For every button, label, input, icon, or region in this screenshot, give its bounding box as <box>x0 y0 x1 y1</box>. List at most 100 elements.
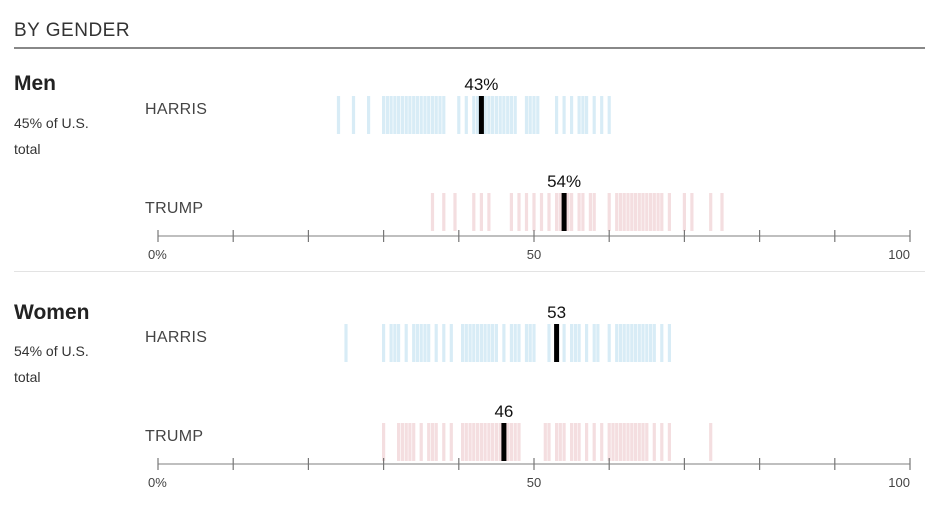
poll-mark-men-harris-16 <box>430 96 435 134</box>
poll-mark-men-trump-21 <box>615 193 619 231</box>
poll-mark-men-harris-33 <box>524 96 529 134</box>
poll-mark-women-harris-3 <box>393 324 397 362</box>
poll-mark-men-harris-3 <box>382 96 386 134</box>
poll-mark-men-harris-11 <box>412 96 416 134</box>
poll-mark-women-harris-48 <box>645 324 649 362</box>
value-label-men-trump: 54% <box>547 172 581 191</box>
poll-mark-women-harris-40 <box>615 324 619 362</box>
poll-mark-women-trump-14 <box>468 423 472 461</box>
poll-mark-men-trump-9 <box>532 193 536 231</box>
tick-label-women-100: 100 <box>888 475 910 490</box>
poll-mark-women-harris-46 <box>637 324 641 362</box>
poll-mark-men-harris-19 <box>442 96 446 134</box>
poll-mark-women-trump-6 <box>419 423 423 461</box>
poll-mark-women-harris-17 <box>472 324 476 362</box>
poll-mark-women-harris-16 <box>468 324 472 362</box>
poll-mark-men-harris-18 <box>438 96 442 134</box>
poll-mark-men-harris-15 <box>427 96 431 134</box>
poll-mark-women-trump-38 <box>607 423 611 461</box>
poll-mark-men-trump-29 <box>645 193 649 231</box>
poll-mark-men-harris-45 <box>607 96 611 134</box>
tick-label-women-50: 50 <box>527 475 541 490</box>
poll-mark-women-harris-51 <box>660 324 664 362</box>
poll-mark-men-harris-10 <box>408 96 412 134</box>
poll-mark-women-trump-10 <box>442 423 446 461</box>
poll-mark-men-trump-28 <box>641 193 645 231</box>
poll-mark-women-harris-35 <box>577 324 581 362</box>
poll-mark-men-trump-7 <box>517 193 521 231</box>
poll-mark-women-trump-7 <box>427 423 431 461</box>
poll-mark-men-harris-37 <box>555 96 559 134</box>
poll-mark-men-trump-12 <box>555 193 559 231</box>
poll-mark-women-trump-4 <box>408 423 412 461</box>
poll-mark-women-harris-26 <box>513 324 517 362</box>
poll-mark-women-harris-38 <box>596 324 600 362</box>
poll-mark-men-trump-37 <box>709 193 713 231</box>
group-subtitle-men: 45% of U.S. total <box>14 115 89 157</box>
poll-mark-women-trump-25 <box>513 423 517 461</box>
poll-mark-women-harris-6 <box>412 324 416 362</box>
poll-mark-women-trump-37 <box>600 423 604 461</box>
poll-mark-women-trump-12 <box>461 423 465 461</box>
average-marker-men-harris <box>478 96 484 134</box>
average-marker-women-harris <box>554 324 560 362</box>
poll-mark-men-harris-9 <box>404 96 408 134</box>
poll-mark-women-harris-52 <box>667 324 671 362</box>
value-label-women-harris: 53 <box>547 303 566 322</box>
poll-mark-women-trump-49 <box>652 423 656 461</box>
poll-mark-men-trump-5 <box>487 193 491 231</box>
poll-mark-women-harris-11 <box>434 324 438 362</box>
poll-mark-women-harris-21 <box>487 324 491 362</box>
poll-mark-women-harris-41 <box>618 324 623 362</box>
poll-mark-women-harris-39 <box>607 324 611 362</box>
poll-mark-women-harris-2 <box>389 324 393 362</box>
poll-mark-men-harris-14 <box>423 96 427 134</box>
candidate-label-men-trump: TRUMP <box>145 200 204 217</box>
poll-mark-men-harris-2 <box>367 96 371 134</box>
poll-mark-men-trump-1 <box>442 193 446 231</box>
poll-mark-men-trump-36 <box>690 193 694 231</box>
poll-mark-women-trump-13 <box>464 423 468 461</box>
poll-mark-women-trump-3 <box>404 423 408 461</box>
candidate-label-women-harris: HARRIS <box>145 329 208 346</box>
poll-mark-men-trump-18 <box>588 193 592 231</box>
poll-mark-women-harris-14 <box>461 324 465 362</box>
poll-mark-women-harris-4 <box>397 324 401 362</box>
poll-mark-men-trump-15 <box>570 193 574 231</box>
poll-mark-women-harris-28 <box>524 324 529 362</box>
average-marker-men-trump <box>561 193 567 231</box>
tick-label-men-50: 50 <box>527 247 541 262</box>
poll-mark-men-harris-32 <box>513 96 517 134</box>
poll-mark-men-harris-17 <box>434 96 438 134</box>
poll-mark-men-trump-20 <box>607 193 611 231</box>
poll-mark-women-trump-31 <box>562 423 566 461</box>
poll-mark-women-trump-44 <box>630 423 634 461</box>
poll-mark-women-trump-17 <box>479 423 483 461</box>
poll-mark-women-harris-15 <box>464 324 468 362</box>
poll-mark-women-harris-29 <box>528 324 532 362</box>
poll-mark-men-trump-34 <box>667 193 671 231</box>
poll-mark-women-trump-46 <box>637 423 641 461</box>
poll-mark-men-harris-1 <box>351 96 356 134</box>
poll-mark-women-harris-42 <box>622 324 626 362</box>
poll-mark-women-trump-45 <box>633 423 638 461</box>
poll-mark-women-trump-15 <box>472 423 476 461</box>
poll-mark-women-trump-9 <box>434 423 438 461</box>
poll-mark-men-harris-6 <box>393 96 397 134</box>
poll-mark-men-harris-42 <box>585 96 589 134</box>
poll-mark-women-trump-19 <box>487 423 491 461</box>
tick-label-men-100: 100 <box>888 247 910 262</box>
poll-mark-women-trump-40 <box>615 423 619 461</box>
poll-mark-women-harris-49 <box>649 324 653 362</box>
poll-mark-men-harris-30 <box>506 96 510 134</box>
candidate-label-men-harris: HARRIS <box>145 101 208 118</box>
poll-mark-women-harris-50 <box>652 324 656 362</box>
poll-mark-men-harris-5 <box>389 96 393 134</box>
poll-mark-women-trump-52 <box>709 423 713 461</box>
poll-mark-women-trump-22 <box>498 423 502 461</box>
poll-mark-men-trump-14 <box>566 193 570 231</box>
poll-mark-women-trump-21 <box>494 423 498 461</box>
poll-mark-women-harris-9 <box>423 324 427 362</box>
poll-mark-women-trump-23 <box>506 423 510 461</box>
